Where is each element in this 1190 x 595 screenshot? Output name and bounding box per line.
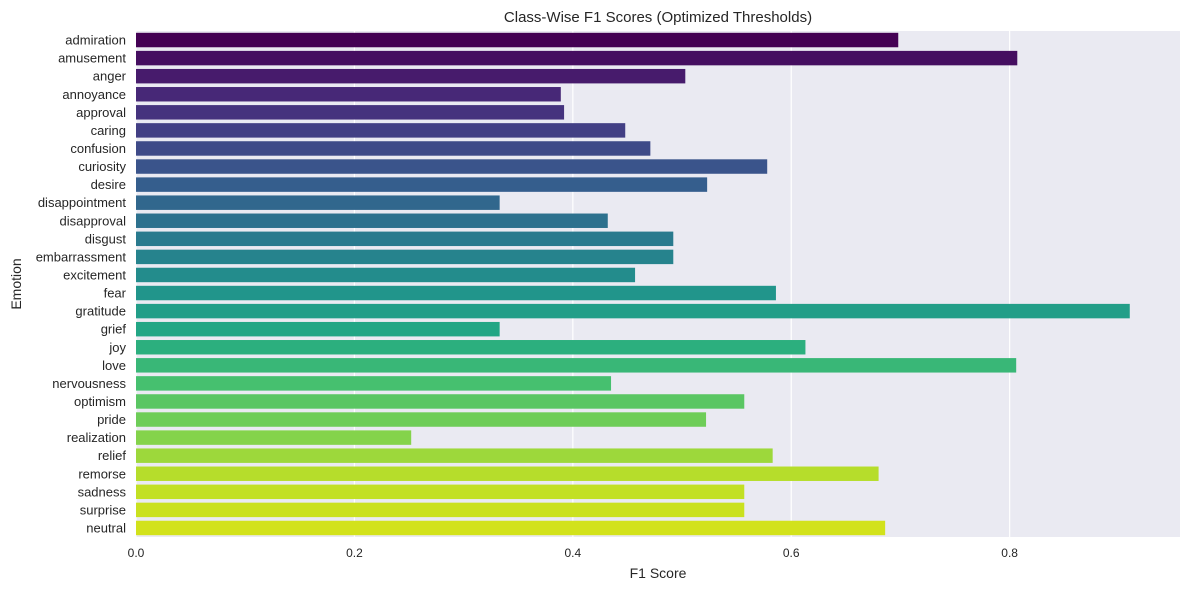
bar-disappointment (136, 195, 500, 210)
y-tick-label: surprise (80, 502, 126, 517)
y-tick-label: pride (97, 412, 126, 427)
bar-fear (136, 285, 776, 301)
y-tick-label: excitement (63, 267, 126, 282)
bar-confusion (136, 141, 651, 156)
bar-curiosity (136, 159, 768, 174)
y-tick-label: anger (93, 69, 127, 84)
y-tick-label: optimism (74, 394, 126, 409)
bar-realization (136, 430, 412, 445)
y-tick-label: relief (98, 448, 127, 463)
x-tick-label: 0.0 (128, 546, 145, 560)
y-tick-label: caring (91, 123, 126, 138)
bar-neutral (136, 520, 886, 536)
y-tick-label: approval (76, 105, 126, 120)
bar-relief (136, 448, 773, 463)
y-tick-label: desire (91, 177, 126, 192)
bar-remorse (136, 466, 879, 481)
y-tick-label: amusement (58, 51, 126, 66)
bar-amusement (136, 50, 1018, 66)
y-tick-label: curiosity (78, 159, 126, 174)
y-axis-label: Emotion (8, 258, 24, 309)
x-tick-label: 0.8 (1001, 546, 1018, 560)
y-tick-label: disappointment (38, 195, 127, 210)
bar-annoyance (136, 87, 561, 102)
y-tick-label: embarrassment (36, 249, 127, 264)
bar-disgust (136, 231, 674, 247)
x-tick-label: 0.6 (783, 546, 800, 560)
bar-gratitude (136, 303, 1130, 319)
y-tick-label: neutral (86, 520, 126, 535)
bar-sadness (136, 484, 745, 500)
x-axis-label: F1 Score (630, 565, 687, 581)
bar-caring (136, 123, 626, 138)
y-tick-label: love (102, 358, 126, 373)
bar-love (136, 358, 1017, 373)
y-tick-label: disgust (85, 231, 127, 246)
y-tick-label: fear (104, 286, 127, 301)
bar-nervousness (136, 376, 612, 391)
bar-disapproval (136, 213, 608, 228)
bar-desire (136, 177, 708, 192)
y-tick-label: admiration (65, 33, 126, 48)
y-tick-label: disapproval (60, 213, 127, 228)
bar-admiration (136, 32, 899, 48)
bar-pride (136, 412, 707, 427)
y-tick-label: gratitude (75, 304, 126, 319)
bar-optimism (136, 394, 745, 409)
bar-excitement (136, 267, 636, 283)
y-tick-label: remorse (78, 466, 126, 481)
x-tick-label: 0.2 (346, 546, 363, 560)
y-tick-label: grief (101, 322, 127, 337)
y-tick-label: confusion (70, 141, 126, 156)
bar-anger (136, 68, 686, 84)
y-tick-label: sadness (78, 484, 127, 499)
bar-embarrassment (136, 249, 674, 265)
bar-approval (136, 105, 565, 120)
y-tick-label: nervousness (52, 376, 126, 391)
bar-grief (136, 321, 500, 337)
y-tick-label: realization (67, 430, 126, 445)
bar-surprise (136, 502, 745, 518)
bar-joy (136, 340, 806, 355)
y-tick-label: joy (108, 340, 126, 355)
x-tick-label: 0.4 (564, 546, 581, 560)
y-tick-label: annoyance (62, 87, 126, 102)
chart-title: Class-Wise F1 Scores (Optimized Threshol… (504, 9, 812, 26)
